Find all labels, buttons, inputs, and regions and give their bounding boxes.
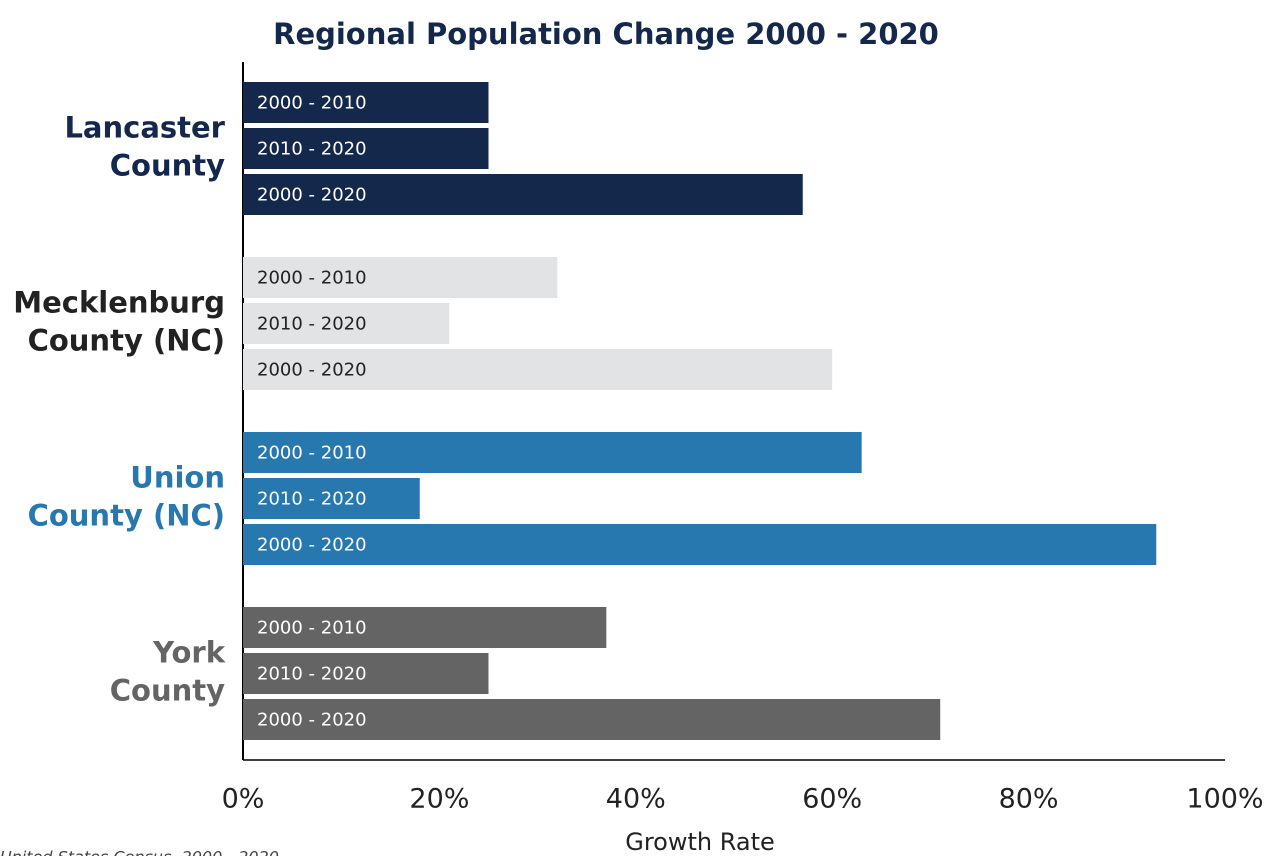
x-tick-label: 20% <box>409 784 469 815</box>
category-label-line: York <box>152 636 226 670</box>
category-label-line: Mecklenburg <box>13 286 225 320</box>
x-tick-label: 40% <box>606 784 666 815</box>
category-label-line: County (NC) <box>28 499 225 533</box>
bar-label: 2000 - 2020 <box>257 710 367 731</box>
bar-label: 2000 - 2010 <box>257 618 367 639</box>
bar <box>243 524 1157 565</box>
category-label-line: County <box>110 674 225 708</box>
category-label-line: Lancaster <box>64 111 225 145</box>
x-tick-label: 80% <box>999 784 1059 815</box>
bar <box>243 257 558 298</box>
bar-label: 2010 - 2020 <box>257 664 367 685</box>
bar-label: 2000 - 2010 <box>257 443 367 464</box>
bar <box>243 128 489 169</box>
x-axis-label: Growth Rate <box>625 828 775 856</box>
bar <box>243 478 420 519</box>
bar <box>243 699 941 740</box>
chart-title: Regional Population Change 2000 - 2020 <box>273 17 939 51</box>
bar <box>243 653 489 694</box>
category-label-line: County (NC) <box>28 324 225 358</box>
x-tick-label: 100% <box>1186 784 1263 815</box>
bar <box>243 174 803 215</box>
bar <box>243 607 607 648</box>
category-label: Lancaster County <box>64 111 225 183</box>
bar-label: 2000 - 2010 <box>257 93 367 114</box>
x-tick-label: 60% <box>802 784 862 815</box>
bar <box>243 303 450 344</box>
bar-label: 2010 - 2020 <box>257 139 367 160</box>
bar <box>243 349 833 390</box>
category-label: Union County (NC) <box>28 461 225 533</box>
bar-label: 2010 - 2020 <box>257 489 367 510</box>
bar-label: 2000 - 2010 <box>257 268 367 289</box>
category-label-line: Union <box>130 461 225 495</box>
category-label-line: County <box>110 149 225 183</box>
bar <box>243 82 489 123</box>
bar <box>243 432 862 473</box>
bar-label: 2000 - 2020 <box>257 185 367 206</box>
category-label: York County <box>110 636 226 708</box>
bar-label: 2000 - 2020 <box>257 360 367 381</box>
source-note: United States Census, 2000 - 2020 <box>0 848 279 856</box>
bar-label: 2010 - 2020 <box>257 314 367 335</box>
x-tick-label: 0% <box>222 784 265 815</box>
bar-label: 2000 - 2020 <box>257 535 367 556</box>
category-label: Mecklenburg County (NC) <box>13 286 225 358</box>
